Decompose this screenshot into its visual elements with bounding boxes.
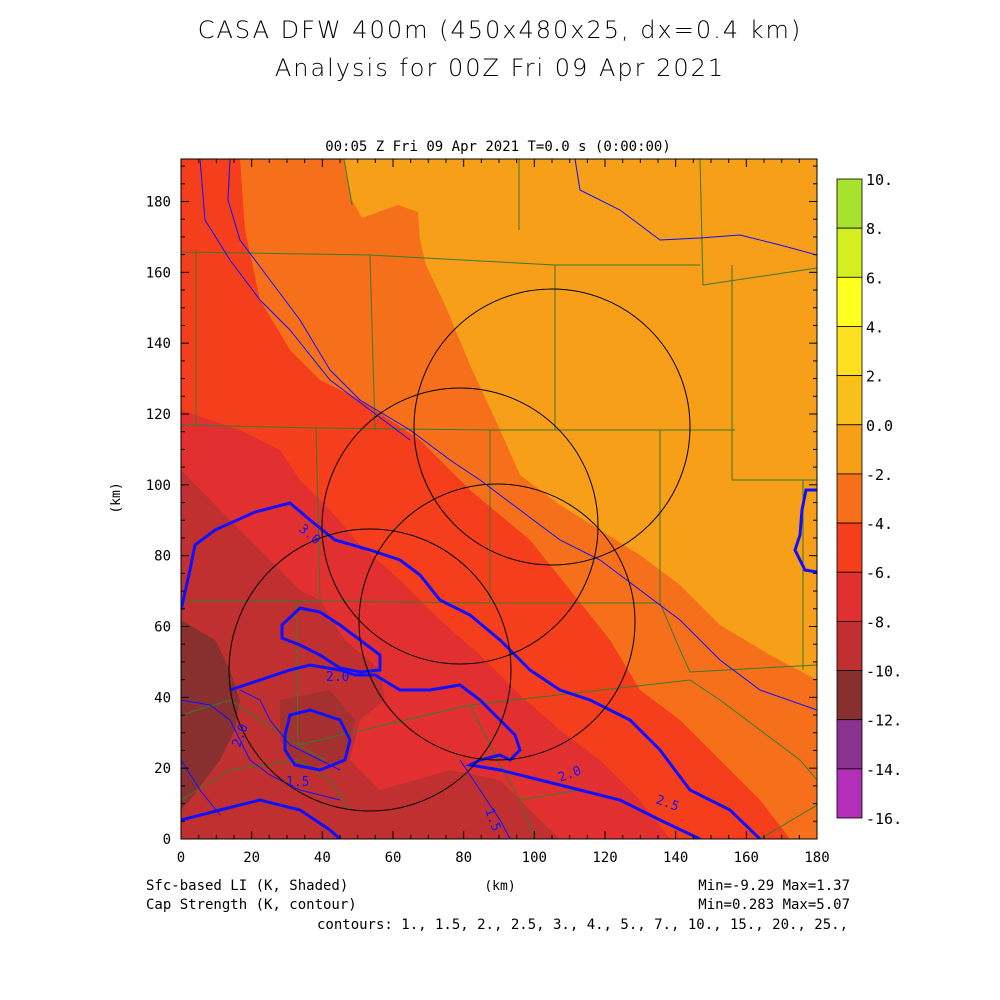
colorbar-label: -12. — [866, 712, 902, 730]
y-tick-label: 0 — [163, 832, 171, 848]
x-tick-label: 160 — [734, 850, 759, 866]
x-tick-label: 60 — [385, 850, 402, 866]
contour-levels: contours: 1., 1.5, 2., 2.5, 3., 4., 5., … — [317, 917, 848, 933]
colorbar-swatch — [836, 227, 863, 278]
colorbar-swatch — [836, 670, 863, 721]
colorbar-swatch — [836, 768, 863, 819]
colorbar-label: 10. — [866, 171, 893, 189]
contour-label: 1.5 — [286, 775, 309, 790]
li-shaded-field: 3.0 2.0 2.0 1.5 1.5 2.0 2.5 — [181, 159, 817, 839]
colorbar-swatch — [836, 719, 863, 770]
radar-ring-4 — [228, 528, 512, 812]
colorbar-swatch — [836, 276, 863, 327]
figure-title-line2: Analysis for 00Z Fri 09 Apr 2021 — [274, 54, 726, 82]
x-tick-label: 100 — [522, 850, 547, 866]
y-tick-label: 120 — [146, 407, 171, 423]
y-tick-label: 180 — [146, 195, 171, 211]
colorbar-swatch — [836, 375, 863, 426]
colorbar-label: -2. — [866, 466, 893, 484]
radar-range-rings — [228, 288, 691, 812]
y-axis-tick-labels: 0 20 40 60 80 100 120 140 160 180 — [146, 195, 171, 849]
colorbar-label: 0.0 — [866, 417, 893, 435]
colorbar-label: 6. — [866, 269, 884, 287]
x-axis-tick-labels: 0 20 40 60 80 100 120 140 160 180 — [177, 850, 830, 866]
colorbar-swatch — [836, 326, 863, 377]
y-tick-label: 140 — [146, 336, 171, 352]
y-tick-label: 80 — [154, 549, 171, 565]
li-band-m8-to-m6 — [181, 470, 560, 839]
x-axis-label: (km) — [484, 879, 515, 894]
colorbar-label: 8. — [866, 220, 884, 238]
y-tick-label: 100 — [146, 478, 171, 494]
contour-min-max: Min=0.283 Max=5.07 — [698, 897, 850, 913]
colorbar-label: 2. — [866, 368, 884, 386]
radar-ring-2 — [321, 387, 599, 665]
colorbar-label: -16. — [866, 810, 902, 828]
shaded-min-max: Min=-9.29 Max=1.37 — [698, 878, 850, 894]
x-tick-label: 40 — [314, 850, 331, 866]
x-tick-label: 80 — [455, 850, 472, 866]
colorbar-label: -14. — [866, 761, 902, 779]
colorbar-label: -4. — [866, 515, 893, 533]
radar-ring-3 — [358, 483, 636, 761]
colorbar-label: -6. — [866, 564, 893, 582]
contour-label: 2.0 — [326, 670, 349, 685]
x-tick-label: 180 — [804, 850, 829, 866]
colorbar-label: -10. — [866, 663, 902, 681]
li-band-m10-to-m8-small — [280, 690, 355, 770]
colorbar-label: 4. — [866, 318, 884, 336]
y-tick-label: 60 — [154, 620, 171, 636]
y-tick-label: 160 — [146, 265, 171, 281]
y-tick-label: 20 — [154, 761, 171, 777]
colorbar-swatch — [836, 620, 863, 671]
figure-title-line1: CASA DFW 400m (450x480x25, dx=0.4 km) — [197, 16, 803, 44]
x-tick-label: 120 — [592, 850, 617, 866]
x-tick-label: 140 — [663, 850, 688, 866]
y-axis-label: (km) — [109, 482, 124, 513]
field-shaded-label: Sfc-based LI (K, Shaded) — [146, 878, 348, 894]
x-tick-label: 0 — [177, 850, 185, 866]
radar-ring-1 — [413, 288, 691, 566]
colorbar-label: -8. — [866, 613, 893, 631]
colorbar-swatch — [836, 424, 863, 475]
cap-strength-contours — [181, 159, 817, 839]
li-band-m10-to-m8 — [181, 620, 240, 810]
county-boundaries — [181, 159, 817, 839]
valid-time-subtitle: 00:05 Z Fri 09 Apr 2021 T=0.0 s (0:00:00… — [325, 139, 671, 155]
field-contour-label: Cap Strength (K, contour) — [146, 897, 357, 913]
x-tick-label: 20 — [243, 850, 260, 866]
y-tick-label: 40 — [154, 690, 171, 706]
colorbar-swatch — [836, 522, 863, 573]
colorbar-swatch — [836, 178, 863, 229]
colorbar-swatch — [836, 571, 863, 622]
colorbar: 10. 8. 6. 4. 2. 0.0 -2. -4. -6. -8. -10. -12. -14. -1… — [836, 171, 902, 828]
axis-ticks — [180, 159, 818, 840]
colorbar-swatch — [836, 473, 863, 524]
